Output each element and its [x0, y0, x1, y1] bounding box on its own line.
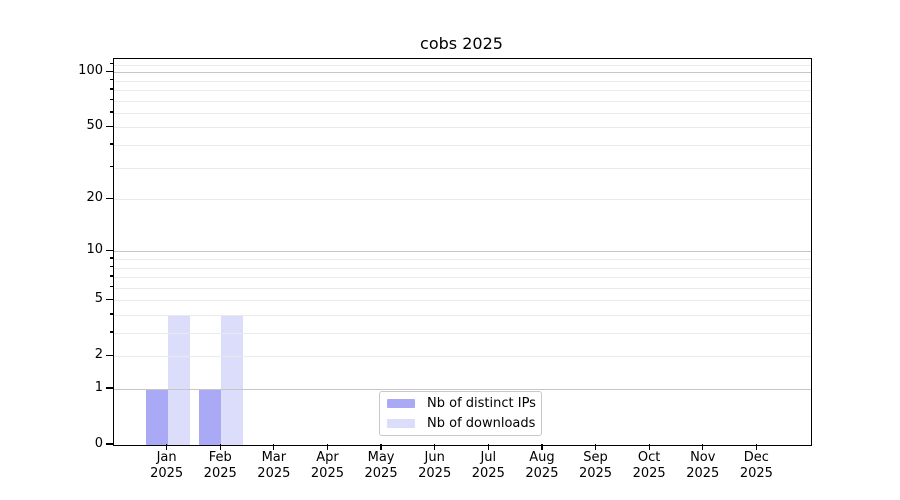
gridline-minor-20 — [114, 199, 811, 201]
x-tick-apr — [326, 444, 329, 450]
y-tick-label-2: 2 — [94, 347, 103, 363]
gridline-minor-30 — [114, 167, 811, 169]
x-tick-label-apr: Apr 2025 — [310, 450, 344, 481]
x-tick-label-aug: Aug 2025 — [525, 450, 559, 481]
gridline-minor-110 — [114, 64, 811, 66]
x-tick-label-may: May 2025 — [364, 450, 398, 481]
x-tick-label-sep: Sep 2025 — [578, 450, 613, 481]
gridline-minor-40 — [114, 145, 811, 147]
y-minor-tick-70 — [109, 99, 113, 101]
y-tick-0 — [106, 443, 113, 445]
y-minor-tick-40 — [109, 143, 113, 145]
y-minor-tick-50 — [109, 125, 113, 128]
x-tick-label-mar: Mar 2025 — [257, 450, 291, 481]
y-tick-label-1: 1 — [94, 380, 103, 396]
x-tick-may — [380, 444, 382, 450]
y-minor-tick-110 — [109, 63, 113, 65]
y-minor-tick-30 — [109, 166, 113, 168]
x-tick-aug — [541, 444, 543, 450]
gridline-minor-70 — [114, 100, 811, 102]
y-minor-tick-2 — [109, 354, 113, 356]
bar-downloads-feb — [221, 315, 244, 445]
x-tick-nov — [702, 444, 704, 450]
gridline-100 — [114, 72, 811, 74]
gridline-minor-3 — [114, 333, 811, 335]
y-minor-tick-20 — [109, 197, 113, 199]
x-tick-label-jan: Jan 2025 — [150, 450, 184, 481]
y-minor-tick-6 — [109, 286, 113, 288]
x-tick-sep — [594, 444, 597, 450]
y-tick-1 — [106, 387, 113, 389]
x-tick-oct — [648, 444, 650, 450]
y-tick-label-10: 10 — [86, 242, 103, 258]
x-tick-label-jun: Jun 2025 — [418, 450, 452, 481]
y-minor-tick-3 — [109, 331, 113, 333]
gridline-minor-60 — [114, 112, 811, 114]
y-minor-tick-4 — [109, 313, 113, 315]
legend-label-downloads: Nb of downloads — [427, 415, 536, 431]
x-tick-feb — [219, 444, 221, 450]
bar-distinct-ips-feb — [199, 389, 222, 445]
gridlines-layer — [114, 59, 811, 445]
chart-title: cobs 2025 — [420, 34, 503, 53]
legend-item-distinct-ips: Nb of distinct IPs — [387, 396, 541, 411]
y-minor-tick-80 — [109, 88, 113, 90]
x-tick-label-dec: Dec 2025 — [739, 450, 773, 481]
gridline-minor-4 — [114, 315, 811, 316]
y-minor-tick-8 — [109, 265, 113, 268]
y-tick-label-0: 0 — [94, 436, 103, 451]
gridline-minor-80 — [114, 90, 811, 92]
legend-swatch-downloads-icon — [387, 418, 415, 428]
y-minor-tick-60 — [109, 111, 113, 113]
x-tick-jun — [434, 444, 436, 450]
x-tick-dec — [755, 444, 757, 450]
y-minor-tick-9 — [109, 257, 113, 259]
gridline-1 — [114, 389, 811, 391]
x-tick-mar — [273, 444, 275, 450]
gridline-minor-90 — [114, 80, 811, 82]
legend-swatch-distinct-ips-icon — [387, 399, 415, 409]
x-tick-jan — [166, 444, 168, 450]
y-tick-label-100: 100 — [78, 63, 103, 79]
bars-layer — [114, 59, 811, 445]
legend: Nb of distinct IPs Nb of downloads — [379, 391, 542, 436]
gridline-minor-2 — [114, 356, 811, 358]
y-minor-tick-7 — [109, 275, 113, 277]
legend-label-distinct-ips: Nb of distinct IPs — [427, 396, 536, 412]
y-tick-label-5: 5 — [94, 291, 103, 307]
gridline-minor-7 — [114, 277, 811, 279]
gridline-minor-50 — [114, 127, 811, 129]
gridline-minor-8 — [114, 267, 811, 269]
y-tick-10 — [106, 249, 113, 251]
gridline-minor-5 — [114, 300, 811, 302]
plot-area: Nb of distinct IPs Nb of downloads — [113, 58, 812, 446]
y-tick-100 — [106, 70, 113, 72]
bar-downloads-jan — [167, 315, 190, 445]
y-minor-tick-5 — [109, 298, 113, 300]
x-tick-label-nov: Nov 2025 — [686, 450, 720, 481]
y-tick-label-50: 50 — [86, 118, 103, 134]
x-tick-label-feb: Feb 2025 — [203, 450, 237, 481]
gridline-10 — [114, 251, 811, 253]
y-minor-tick-90 — [109, 79, 113, 81]
y-tick-label-20: 20 — [86, 190, 103, 206]
x-tick-label-oct: Oct 2025 — [632, 450, 666, 481]
x-tick-jul — [487, 444, 489, 450]
bar-distinct-ips-jan — [145, 389, 168, 445]
legend-item-downloads: Nb of downloads — [387, 416, 541, 431]
x-tick-label-jul: Jul 2025 — [471, 450, 505, 481]
gridline-minor-9 — [114, 259, 811, 261]
gridline-minor-6 — [114, 287, 811, 289]
